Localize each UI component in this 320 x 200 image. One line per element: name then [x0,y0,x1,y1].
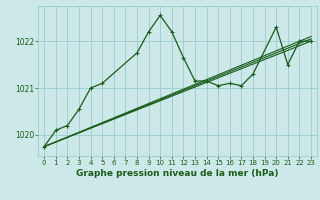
X-axis label: Graphe pression niveau de la mer (hPa): Graphe pression niveau de la mer (hPa) [76,169,279,178]
